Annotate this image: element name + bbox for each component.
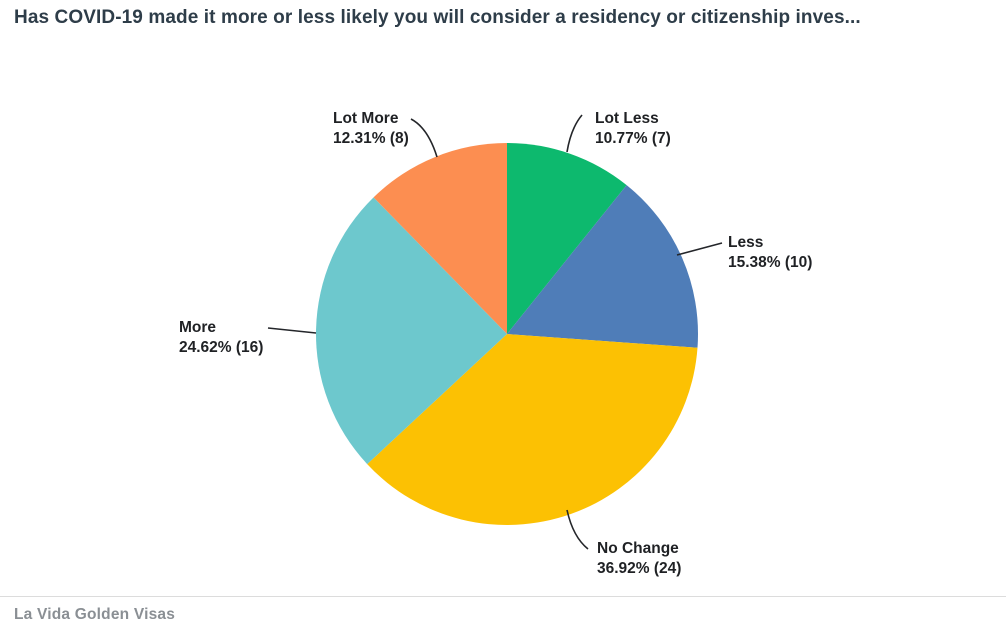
pie-slice-lot-less[interactable] [507,143,627,334]
leader-line-lot-less [566,114,583,153]
slice-label-less: Less 15.38% (10) [728,233,812,273]
pie-slice-less[interactable] [507,185,698,348]
slice-label-more-name: More [179,319,217,336]
pie-slice-no-change[interactable] [367,334,698,525]
slice-label-more-value: 24.62% (16) [179,339,264,356]
slice-label-lot-more-name: Lot More [333,110,399,127]
slice-label-lot-less-value: 10.77% (7) [595,130,671,147]
pie-slice-more[interactable] [315,197,507,465]
footer-brand: La Vida Golden Visas [14,606,176,623]
slice-label-no-change-name: No Change [597,540,679,557]
leader-lines-group [267,114,723,550]
leader-line-less [676,242,723,256]
slice-label-less-name: Less [728,234,764,251]
slice-label-lot-more-value: 12.31% (8) [333,130,409,147]
slice-label-lot-less: Lot Less 10.77% (7) [595,109,671,149]
footer-divider [0,596,1006,597]
slice-label-less-value: 15.38% (10) [728,254,813,271]
slice-label-no-change-value: 36.92% (24) [597,560,682,577]
leader-line-lot-more [410,118,438,158]
pie-slice-lot-more[interactable] [373,142,507,334]
slice-label-more: More 24.62% (16) [179,318,263,358]
leader-line-more [267,327,317,334]
slice-label-lot-less-name: Lot Less [595,110,659,127]
leader-line-no-change [566,509,589,550]
chart-title: Has COVID-19 made it more or less likely… [14,7,861,28]
slice-label-lot-more: Lot More 12.31% (8) [333,109,409,149]
slice-label-no-change: No Change 36.92% (24) [597,539,681,579]
pie-slices-group [315,142,698,525]
